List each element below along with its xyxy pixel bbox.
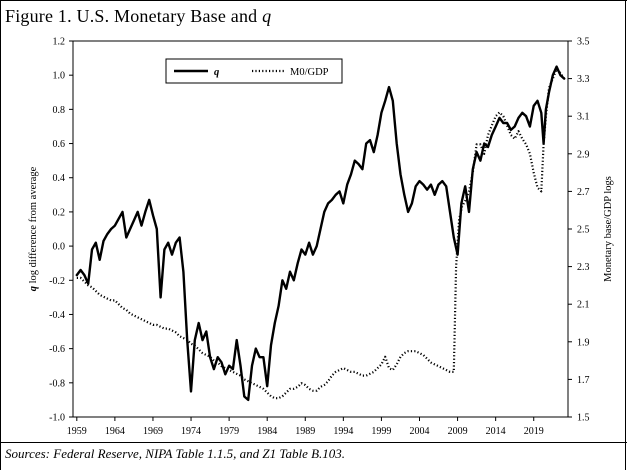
- figure-title-text: Figure 1. U.S. Monetary Base and: [5, 6, 263, 26]
- series-line-m0-gdp: [76, 68, 566, 400]
- y-left-tick-label: 0.6: [53, 139, 66, 150]
- y-left-axis-label: q log difference from average: [28, 166, 39, 291]
- x-tick-label: 2009: [448, 426, 468, 437]
- y-left-tick-label: 0.2: [53, 207, 66, 218]
- y-left-tick-label: 1.0: [53, 71, 66, 82]
- y-left-tick-label: 0.0: [53, 242, 66, 253]
- series-line-q: [75, 65, 566, 402]
- x-tick-label: 1964: [105, 426, 125, 437]
- figure-title-q: q: [262, 6, 272, 26]
- y-left-tick-label: -1.0: [49, 413, 65, 424]
- x-tick-label: 1974: [181, 426, 201, 437]
- x-tick-label: 1999: [371, 426, 391, 437]
- y-right-tick-label: 2.1: [577, 300, 590, 311]
- y-right-tick-label: 1.9: [577, 337, 590, 348]
- x-tick-label: 1984: [257, 426, 277, 437]
- frame-left: [0, 0, 1, 470]
- y-right-tick-label: 2.3: [577, 262, 590, 273]
- y-left-tick-label: -0.2: [49, 276, 65, 287]
- x-tick-label: 1994: [333, 426, 353, 437]
- y-right-tick-label: 2.7: [577, 187, 590, 198]
- y-right-tick-label: 3.5: [577, 37, 590, 48]
- y-right-tick-label: 3.1: [577, 112, 590, 123]
- y-left-tick-label: 1.2: [53, 37, 66, 48]
- y-left-tick-label: -0.8: [49, 378, 65, 389]
- figure-title: Figure 1. U.S. Monetary Base and q: [5, 6, 271, 27]
- legend-label-q: q: [214, 67, 219, 78]
- x-tick-label: 1989: [295, 426, 315, 437]
- x-tick-label: 2019: [524, 426, 544, 437]
- chart-legend: q M0/GDP: [165, 58, 343, 84]
- chart-series: [75, 65, 566, 402]
- x-tick-label: 1959: [67, 426, 87, 437]
- y-right-tick-label: 2.5: [577, 225, 590, 236]
- y-left-axis-label-rest: log difference from average: [28, 166, 39, 286]
- y-left-tick-label: -0.6: [49, 344, 65, 355]
- x-tick-label: 1979: [219, 426, 239, 437]
- y-right-tick-label: 2.9: [577, 149, 590, 160]
- frame-right: [625, 0, 626, 470]
- y-right-axis-label: Monetary base/GDP logs: [603, 176, 614, 282]
- frame-top: [0, 0, 627, 1]
- chart-axes: -1.0 -0.8 -0.6 -0.4 -0.2 0.0 0.2 0.4 0.6 0.8 1.0 1.…: [28, 37, 614, 438]
- y-left-tick-label: 0.8: [53, 105, 66, 116]
- sources-divider: [0, 442, 627, 443]
- y-left-tick-label: 0.4: [53, 173, 66, 184]
- y-right-tick-label: 1.7: [577, 375, 590, 386]
- x-tick-label: 2014: [486, 426, 506, 437]
- x-tick-label: 1969: [143, 426, 163, 437]
- y-left-tick-label: -0.4: [49, 310, 65, 321]
- y-right-tick-label: 3.3: [577, 74, 590, 85]
- y-left-axis-label-q: q: [28, 286, 39, 291]
- x-tick-label: 2004: [410, 426, 430, 437]
- sources-note: Sources: Federal Reserve, NIPA Table 1.1…: [5, 446, 346, 461]
- y-right-tick-label: 1.5: [577, 413, 590, 424]
- legend-label-m0-gdp: M0/GDP: [290, 67, 329, 78]
